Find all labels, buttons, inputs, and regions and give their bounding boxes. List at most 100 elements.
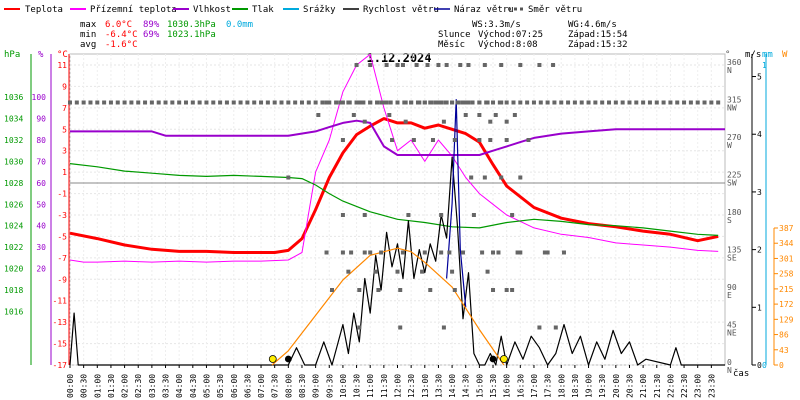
temp-tick-label: 11 — [57, 61, 67, 70]
wind-dir-point — [482, 175, 487, 180]
temp-tick-label: 1 — [62, 168, 67, 177]
wind-dir-point — [403, 119, 408, 124]
chart-title: 1.12.2024 — [366, 51, 431, 65]
x-tick-label: 03:00 — [148, 374, 157, 398]
wind-dir-point — [551, 63, 556, 67]
wind-dir-point — [375, 100, 380, 105]
x-tick-label: 20:30 — [625, 374, 634, 398]
wind-dir-point — [436, 100, 441, 105]
wind-dir-point — [95, 100, 100, 105]
stats-min-temp: -6.4°C — [105, 30, 138, 40]
wind-dir-point — [362, 119, 367, 124]
wind-dir-point — [439, 250, 444, 255]
wind-dir-point — [163, 100, 168, 105]
wind-dir-point — [488, 119, 493, 124]
wind-dir-point — [324, 100, 329, 105]
temp-tick-label: -7 — [57, 254, 67, 263]
press-tick-label: 1032 — [4, 136, 23, 145]
wind-dir-point — [74, 100, 79, 105]
wind-dir-point — [373, 269, 378, 274]
wind-dir-point — [351, 113, 356, 117]
wind-dir-point — [381, 100, 386, 105]
wind-tick-label: 2 — [757, 246, 762, 255]
x-tick-label: 11:30 — [380, 374, 389, 398]
wind-dir-point — [586, 100, 591, 105]
wind-dir-point — [688, 100, 693, 105]
wind-dir-point — [504, 100, 509, 105]
temp-tick-label: -11 — [53, 297, 68, 306]
wind-dir-point — [620, 100, 625, 105]
dir-tick-label: 360 — [727, 58, 742, 67]
wind-dir-point — [504, 138, 509, 142]
wind-dir-point — [661, 100, 666, 105]
x-tick-label: 07:30 — [271, 374, 280, 398]
series-slunce — [271, 247, 505, 366]
wind-dir-point — [450, 100, 455, 105]
wind-dir-point — [422, 100, 427, 105]
wind-dir-point — [433, 100, 438, 105]
hum-tick-label: 50 — [36, 200, 46, 209]
sol-tick-label: 172 — [779, 300, 794, 309]
stats-sun-rise: Východ:07:25 — [478, 30, 543, 40]
unit-wind: m/s — [745, 50, 761, 60]
dir-name-label: NE — [727, 329, 737, 338]
wind-dir-point — [422, 250, 427, 255]
x-tick-label: 15:30 — [489, 374, 498, 398]
wind-dir-point — [553, 325, 558, 330]
sol-tick-label: 43 — [779, 346, 789, 355]
wind-dir-point — [340, 100, 345, 105]
legend-label-smer: Směr větru — [528, 5, 582, 15]
wind-dir-point — [395, 269, 400, 274]
dir-tick-label: 270 — [727, 133, 742, 142]
wind-dir-point — [357, 288, 362, 292]
wind-dir-point — [398, 288, 403, 292]
wind-dir-point — [518, 250, 523, 255]
wind-dir-point — [511, 100, 516, 105]
legend-label-tlak: Tlak — [252, 5, 274, 15]
wind-dir-point — [340, 213, 345, 217]
wind-dir-point — [491, 250, 496, 255]
dir-name-label: N — [727, 366, 732, 375]
wind-dir-point — [357, 325, 362, 330]
wind-dir-point — [537, 63, 542, 67]
wind-dir-point — [340, 250, 345, 255]
marker-moon — [284, 355, 292, 363]
wind-dir-point — [390, 138, 395, 142]
wind-dir-point — [143, 100, 148, 105]
wind-dir-point — [450, 269, 455, 274]
hum-tick-label: 100 — [32, 93, 47, 102]
stats-wg: WG:4.6m/s — [568, 20, 617, 30]
wind-dir-point — [360, 100, 365, 105]
wind-dir-point — [400, 250, 405, 255]
x-tick-label: 11:00 — [366, 374, 375, 398]
wind-dir-point — [579, 100, 584, 105]
press-tick-label: 1028 — [4, 179, 23, 188]
series-p-zemn-teplota — [69, 53, 719, 263]
wind-dir-point — [379, 250, 384, 255]
wind-dir-point — [647, 100, 652, 105]
wind-dir-point — [439, 100, 444, 105]
wind-dir-point — [461, 100, 465, 105]
x-tick-label: 16:00 — [503, 374, 512, 398]
wind-dir-point — [654, 100, 659, 105]
wind-dir-point — [398, 325, 403, 330]
wind-tick-label: 4 — [757, 130, 762, 139]
wind-dir-point — [238, 100, 243, 105]
stats-min-label: min — [80, 30, 96, 40]
wind-dir-point — [411, 138, 416, 142]
stats-avg-temp: -1.6°C — [105, 40, 138, 50]
temp-tick-label: -3 — [57, 211, 67, 220]
x-tick-label: 06:30 — [243, 374, 252, 398]
wind-dir-point — [607, 100, 612, 105]
stats-max-press: 1030.3hPa — [167, 20, 216, 30]
wind-dir-point — [102, 100, 107, 105]
wind-dir-point — [129, 100, 134, 105]
stats-moon-label: Měsíc — [438, 40, 465, 50]
x-tick-label: 16:30 — [516, 374, 525, 398]
legend-label-naraz: Náraz větru — [454, 5, 514, 15]
series-teplota — [69, 117, 719, 254]
x-tick-label: 08:30 — [298, 374, 307, 398]
dir-tick-label: 45 — [727, 321, 737, 330]
x-tick-label: 01:30 — [107, 374, 116, 398]
